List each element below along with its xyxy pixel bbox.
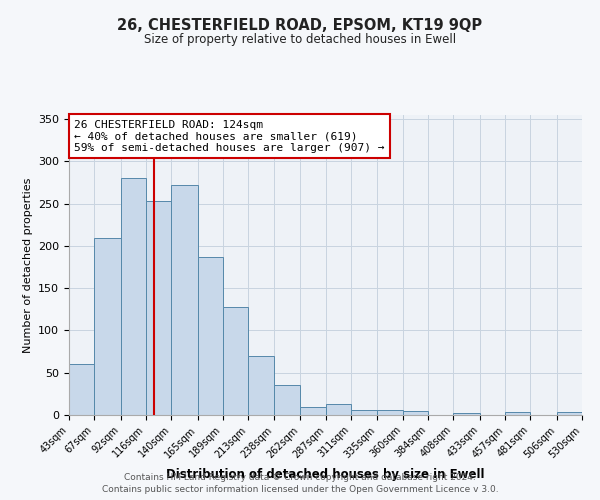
Bar <box>377 410 403 415</box>
Text: 26, CHESTERFIELD ROAD, EPSOM, KT19 9QP: 26, CHESTERFIELD ROAD, EPSOM, KT19 9QP <box>118 18 482 32</box>
Bar <box>197 257 223 415</box>
Bar <box>352 410 377 415</box>
Text: Contains HM Land Registry data © Crown copyright and database right 2024.: Contains HM Land Registry data © Crown c… <box>124 472 476 482</box>
Bar <box>69 364 94 415</box>
Bar <box>299 406 326 415</box>
Text: Size of property relative to detached houses in Ewell: Size of property relative to detached ho… <box>144 32 456 46</box>
Bar <box>146 201 171 415</box>
Bar <box>505 412 530 415</box>
Bar <box>403 411 428 415</box>
Bar <box>326 404 352 415</box>
Bar <box>248 356 274 415</box>
Bar <box>94 238 121 415</box>
Bar <box>171 185 197 415</box>
Text: 26 CHESTERFIELD ROAD: 124sqm
← 40% of detached houses are smaller (619)
59% of s: 26 CHESTERFIELD ROAD: 124sqm ← 40% of de… <box>74 120 385 152</box>
Bar <box>223 307 248 415</box>
Bar <box>274 386 299 415</box>
Bar <box>121 178 146 415</box>
X-axis label: Distribution of detached houses by size in Ewell: Distribution of detached houses by size … <box>166 468 485 481</box>
Text: Contains public sector information licensed under the Open Government Licence v : Contains public sector information licen… <box>101 485 499 494</box>
Y-axis label: Number of detached properties: Number of detached properties <box>23 178 32 352</box>
Bar <box>557 412 582 415</box>
Bar <box>454 414 480 415</box>
